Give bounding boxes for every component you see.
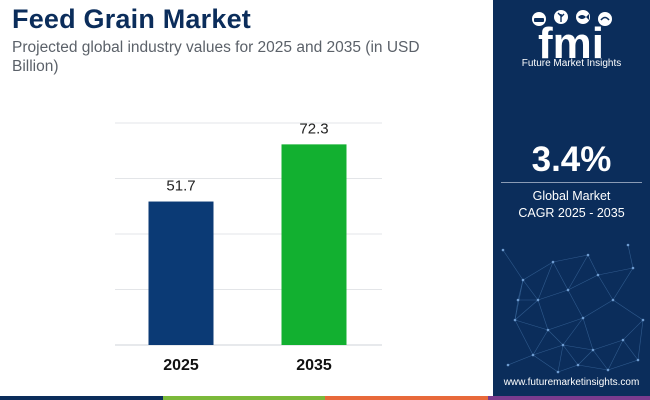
bar-2025 — [148, 201, 214, 345]
bar-chart: 51.7 72.3 2025 2035 — [115, 120, 382, 374]
value-label-2025: 51.7 — [166, 178, 195, 195]
category-label-2035: 2035 — [296, 357, 332, 374]
value-label-2035: 72.3 — [299, 120, 328, 137]
stripe-segment-4 — [487, 396, 650, 400]
page-subtitle: Projected global industry values for 202… — [12, 39, 420, 75]
cagr-label-line2: CAGR 2025 - 2035 — [518, 206, 625, 220]
chart-bars — [148, 144, 347, 345]
sidebar-panel: fmi Future Market Insights 3.4% Global M… — [493, 0, 650, 396]
fish-icon — [576, 10, 590, 24]
network-lines — [501, 243, 645, 374]
footer-stripe — [0, 396, 650, 400]
cagr-divider — [501, 182, 642, 183]
plant-icon — [554, 10, 568, 24]
category-label-2025: 2025 — [163, 357, 199, 374]
chart-category-labels: 2025 2035 — [163, 357, 332, 374]
logo-wordmark: fmi — [538, 19, 604, 68]
network-pattern — [501, 243, 645, 374]
bird-icon — [598, 12, 612, 26]
fmi-logo: fmi — [532, 10, 612, 68]
chart-value-labels: 51.7 72.3 — [166, 120, 328, 194]
cagr-value: 3.4% — [531, 140, 612, 179]
stripe-segment-2 — [162, 396, 325, 400]
chart-panel: Feed Grain Market Projected global indus… — [12, 4, 420, 374]
bar-2035 — [281, 144, 347, 345]
logo-caption: Future Market Insights — [521, 58, 622, 69]
cagr-label-line1: Global Market — [532, 189, 611, 203]
page-title: Feed Grain Market — [12, 4, 251, 34]
stripe-segment-3 — [325, 396, 488, 400]
cow-icon — [532, 12, 546, 26]
website-link[interactable]: www.futuremarketinsights.com — [503, 377, 640, 388]
stripe-segment-1 — [0, 396, 163, 400]
